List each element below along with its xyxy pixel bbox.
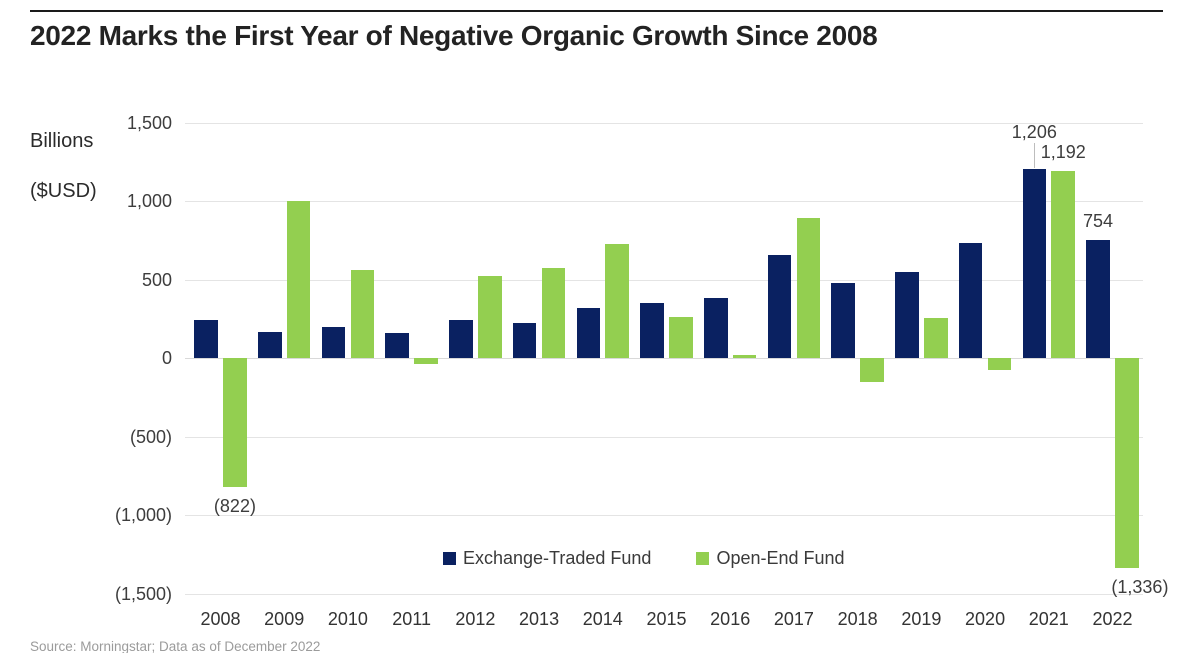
x-tick-label-2016: 2016 <box>710 609 751 629</box>
bar-etf-2022 <box>1086 239 1110 358</box>
bar-etf-2016 <box>704 298 728 358</box>
x-tick-label-2011: 2011 <box>392 609 431 629</box>
bar-oef-2019 <box>924 317 948 358</box>
data-label-leader-line <box>1034 142 1035 168</box>
bar-etf-2013 <box>512 322 537 358</box>
bar-oef-2020 <box>987 358 1012 370</box>
bar-etf-2012 <box>449 319 473 358</box>
y-tick-label: (1,000) <box>114 505 172 525</box>
bar-etf-2021 <box>1022 168 1047 358</box>
gridline-1500 <box>185 123 1143 124</box>
legend-label-oef: Open-End Fund <box>716 548 845 568</box>
data-label-etf-2022: 754 <box>1083 210 1114 231</box>
bar-etf-2015 <box>640 303 664 358</box>
data-label-etf-2021: 1,206 <box>1011 121 1057 142</box>
bar-oef-2017 <box>796 218 821 358</box>
y-tick-label: 1,500 <box>126 113 172 133</box>
bar-oef-2011 <box>414 358 438 365</box>
y-tick-label: (1,500) <box>114 584 172 604</box>
x-tick-label-2015: 2015 <box>646 609 687 629</box>
bar-etf-2014 <box>576 307 601 358</box>
data-label-oef-2008: (822) <box>213 496 256 517</box>
y-axis-unit-line1: Billions <box>30 130 94 152</box>
x-tick-label-2022: 2022 <box>1092 609 1133 629</box>
data-label-oef-2022: (1,336) <box>1111 576 1169 597</box>
legend-label-etf: Exchange-Traded Fund <box>463 548 652 568</box>
y-tick-label: 500 <box>141 270 172 290</box>
bar-oef-2010 <box>350 270 375 358</box>
x-tick-label-2009: 2009 <box>264 609 305 629</box>
x-tick-label-2010: 2010 <box>327 609 368 629</box>
x-tick-label-2021: 2021 <box>1028 609 1069 629</box>
y-tick-label: 0 <box>161 348 172 368</box>
bar-etf-2009 <box>258 332 282 358</box>
bar-oef-2016 <box>732 354 757 358</box>
bar-oef-2015 <box>669 317 693 358</box>
y-axis-unit-line2: ($USD) <box>30 180 97 202</box>
gridline--500 <box>185 437 1143 438</box>
legend-item-etf: Exchange-Traded Fund <box>443 548 651 569</box>
x-tick-label-2020: 2020 <box>965 609 1006 629</box>
gridline-500 <box>185 280 1143 281</box>
gridline--1000 <box>185 515 1143 516</box>
bar-etf-2020 <box>958 243 983 358</box>
source-note: Source: Morningstar; Data as of December… <box>30 639 321 653</box>
bar-oef-2022 <box>1115 358 1139 568</box>
bar-etf-2011 <box>385 332 409 358</box>
bar-oef-2018 <box>860 358 884 382</box>
legend-item-oef: Open-End Fund <box>696 548 845 569</box>
x-tick-label-2008: 2008 <box>200 609 241 629</box>
gridline-0 <box>185 358 1143 359</box>
gridline-1000 <box>185 201 1143 202</box>
x-tick-label-2019: 2019 <box>901 609 942 629</box>
bar-etf-2019 <box>895 271 919 358</box>
y-tick-label: 1,000 <box>126 191 172 211</box>
bar-oef-2014 <box>605 244 629 358</box>
bar-etf-2008 <box>194 320 218 358</box>
bar-oef-2021 <box>1051 170 1075 358</box>
title-rule <box>30 10 1163 12</box>
bar-oef-2008 <box>223 358 247 488</box>
legend-swatch-oef <box>696 552 710 565</box>
data-label-oef-2021: 1,192 <box>1040 141 1086 162</box>
bar-etf-2017 <box>767 255 792 358</box>
x-tick-label-2014: 2014 <box>582 609 623 629</box>
bar-oef-2012 <box>478 275 502 358</box>
x-tick-label-2017: 2017 <box>773 609 814 629</box>
bar-oef-2013 <box>541 267 566 358</box>
y-tick-label: (500) <box>129 427 172 447</box>
gridline--1500 <box>185 594 1143 595</box>
x-tick-label-2012: 2012 <box>455 609 496 629</box>
legend: Exchange-Traded Fund Open-End Fund <box>443 548 845 569</box>
x-tick-label-2018: 2018 <box>837 609 878 629</box>
x-tick-label-2013: 2013 <box>519 609 560 629</box>
bar-etf-2018 <box>831 282 855 358</box>
bar-etf-2010 <box>321 327 346 358</box>
chart-title: 2022 Marks the First Year of Negative Or… <box>30 20 878 51</box>
bar-oef-2009 <box>286 201 311 358</box>
legend-swatch-etf <box>443 552 456 565</box>
